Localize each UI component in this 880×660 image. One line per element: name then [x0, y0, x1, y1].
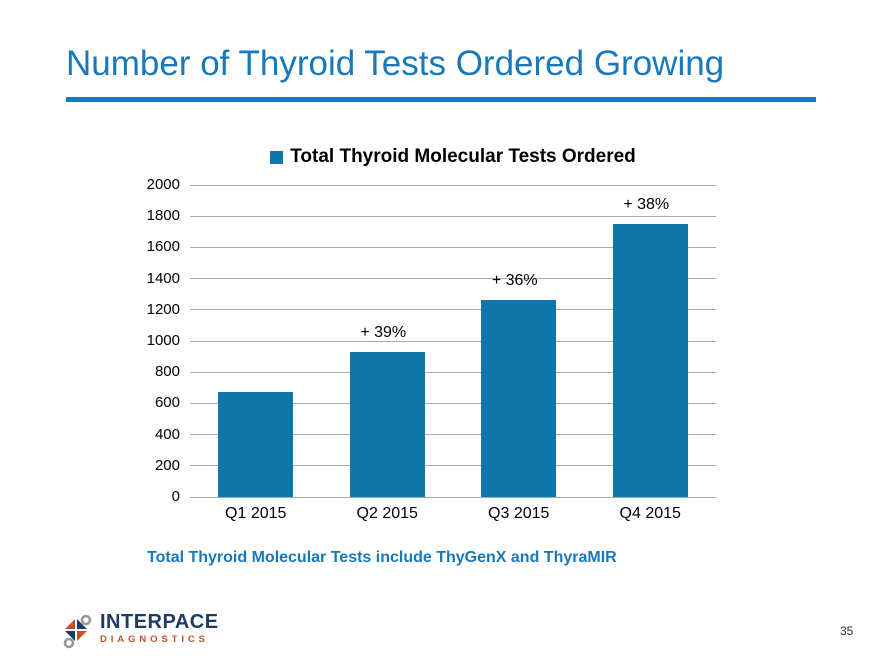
gridline — [190, 402, 716, 404]
chart-caption: Total Thyroid Molecular Tests include Th… — [147, 549, 617, 566]
bar-annotation: + 38% — [623, 196, 670, 213]
page-number: 35 — [840, 624, 854, 638]
y-tick-label: 1000 — [146, 332, 180, 349]
interpace-pinwheel-icon — [63, 614, 92, 649]
legend-series-marker — [270, 150, 284, 164]
y-tick-label: 2000 — [146, 176, 180, 193]
y-tick-label: 400 — [154, 425, 180, 443]
gridline — [190, 278, 716, 280]
bar-chart-plot-area: + 39% + 36% + 38% — [190, 184, 716, 498]
logo-wordmark: INTERPACE — [100, 611, 219, 633]
x-tick-label: Q1 2015 — [225, 505, 287, 522]
title-underline — [66, 97, 816, 102]
bar-annotation: + 36% — [491, 271, 538, 289]
y-tick-label: 800 — [154, 363, 180, 381]
bar-annotation: + 39% — [360, 323, 407, 341]
gridline — [190, 496, 716, 498]
gridline — [190, 309, 716, 311]
y-tick-label: 1200 — [146, 300, 180, 318]
bar-q3-2015 — [481, 299, 557, 497]
gridline — [190, 371, 716, 373]
bar-q4-2015 — [612, 224, 688, 497]
gridline — [190, 434, 716, 436]
bar-q1-2015 — [218, 392, 294, 497]
y-tick-label: 0 — [171, 488, 180, 505]
y-tick-label: 1800 — [146, 207, 180, 225]
gridline — [190, 184, 716, 186]
y-tick-label: 1400 — [146, 269, 180, 287]
legend-series-label: Total Thyroid Molecular Tests Ordered — [290, 146, 636, 167]
x-tick-label: Q2 2015 — [356, 505, 418, 522]
slide-title: Number of Thyroid Tests Ordered Growing — [66, 44, 725, 83]
gridline — [190, 246, 716, 248]
gridline — [190, 340, 716, 342]
gridline — [190, 215, 716, 217]
bar-q2-2015 — [349, 351, 425, 497]
x-axis-labels: Q1 2015 Q2 2015 Q3 2015 Q4 2015 — [190, 505, 716, 527]
y-tick-label: 200 — [154, 456, 180, 474]
logo-subtitle: DIAGNOSTICS — [100, 634, 209, 645]
chart-legend: Total Thyroid Molecular Tests Ordered — [190, 146, 716, 168]
logo-text: INTERPACE DIAGNOSTICS — [100, 612, 219, 646]
interpace-diagnostics-logo: INTERPACE DIAGNOSTICS — [58, 608, 219, 652]
gridline — [190, 465, 716, 467]
y-axis-labels: 0 200 400 600 800 1000 1200 1400 1600 1800 2000 — [100, 176, 180, 505]
x-tick-label: Q3 2015 — [488, 505, 550, 522]
y-tick-label: 600 — [154, 394, 180, 412]
x-tick-label: Q4 2015 — [619, 505, 681, 522]
y-tick-label: 1600 — [146, 238, 180, 256]
